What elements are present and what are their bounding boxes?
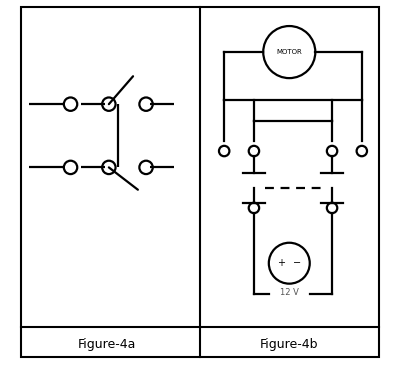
Text: 12 V: 12 V	[280, 288, 299, 298]
Text: Figure-4b: Figure-4b	[260, 338, 318, 350]
Text: +: +	[277, 258, 285, 268]
Text: −: −	[294, 258, 302, 268]
Text: Figure-4a: Figure-4a	[78, 338, 136, 350]
Text: MOTOR: MOTOR	[276, 49, 302, 55]
